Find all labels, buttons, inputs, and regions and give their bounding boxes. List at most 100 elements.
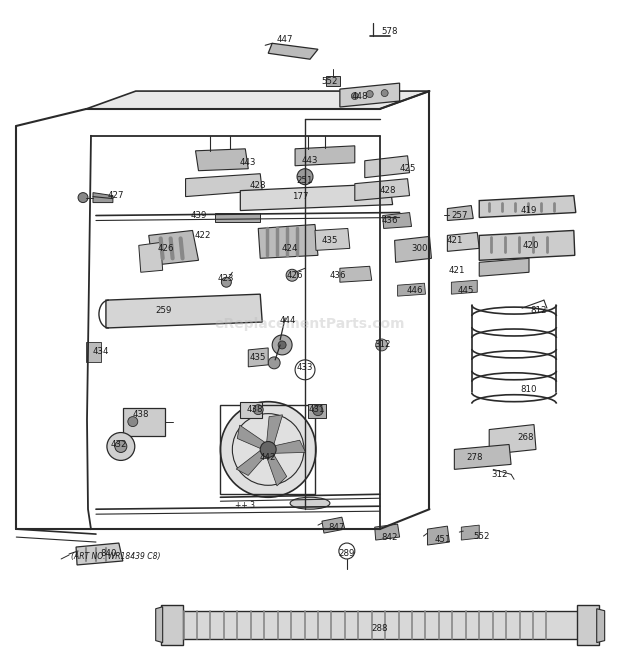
Text: 431: 431 xyxy=(309,405,326,414)
Text: 552: 552 xyxy=(322,77,338,86)
Ellipse shape xyxy=(290,497,330,509)
Text: 847: 847 xyxy=(329,523,345,531)
Text: 438: 438 xyxy=(247,405,264,414)
Polygon shape xyxy=(241,184,392,211)
Circle shape xyxy=(286,269,298,281)
Polygon shape xyxy=(86,91,430,109)
Text: 288: 288 xyxy=(371,624,388,633)
Polygon shape xyxy=(596,609,604,642)
Text: 421: 421 xyxy=(448,266,464,275)
Circle shape xyxy=(381,90,388,97)
Polygon shape xyxy=(374,524,400,540)
Polygon shape xyxy=(93,192,113,202)
Text: 435: 435 xyxy=(322,236,338,245)
Polygon shape xyxy=(237,425,265,448)
FancyBboxPatch shape xyxy=(123,408,165,436)
Polygon shape xyxy=(427,526,450,545)
Text: 443: 443 xyxy=(240,158,257,167)
Text: 443: 443 xyxy=(302,156,318,165)
Circle shape xyxy=(107,432,135,461)
Polygon shape xyxy=(461,525,479,540)
Circle shape xyxy=(376,339,388,351)
Polygon shape xyxy=(322,517,345,533)
Polygon shape xyxy=(479,231,575,260)
Circle shape xyxy=(313,406,323,416)
FancyBboxPatch shape xyxy=(308,404,326,418)
Text: 442: 442 xyxy=(260,453,277,462)
Polygon shape xyxy=(451,280,477,294)
Text: 257: 257 xyxy=(451,211,467,220)
Text: 420: 420 xyxy=(523,241,539,250)
Circle shape xyxy=(352,93,358,100)
Polygon shape xyxy=(340,83,400,107)
Text: 812: 812 xyxy=(531,305,547,315)
Polygon shape xyxy=(479,196,576,217)
Circle shape xyxy=(272,335,292,355)
Polygon shape xyxy=(489,424,536,455)
Text: 842: 842 xyxy=(381,533,398,541)
Text: 552: 552 xyxy=(473,531,489,541)
Text: 177: 177 xyxy=(292,192,308,201)
Circle shape xyxy=(366,91,373,98)
Text: 446: 446 xyxy=(406,286,423,295)
Circle shape xyxy=(115,440,127,452)
Polygon shape xyxy=(448,206,473,221)
Circle shape xyxy=(260,442,276,457)
Text: (ART NO. WR18439 C8): (ART NO. WR18439 C8) xyxy=(71,553,161,561)
Polygon shape xyxy=(340,266,372,282)
Text: 419: 419 xyxy=(521,206,537,215)
Polygon shape xyxy=(365,156,410,178)
Text: 444: 444 xyxy=(280,315,296,325)
Text: 268: 268 xyxy=(518,433,534,442)
Text: eReplacementParts.com: eReplacementParts.com xyxy=(215,317,405,331)
Circle shape xyxy=(253,405,264,414)
Polygon shape xyxy=(268,43,318,59)
FancyBboxPatch shape xyxy=(241,402,262,418)
Polygon shape xyxy=(315,229,350,251)
FancyBboxPatch shape xyxy=(326,76,340,86)
Text: 426: 426 xyxy=(287,271,303,280)
Text: 438: 438 xyxy=(133,410,149,419)
Text: 447: 447 xyxy=(277,35,293,44)
Polygon shape xyxy=(106,294,262,328)
Circle shape xyxy=(128,416,138,426)
Text: 448: 448 xyxy=(352,92,368,100)
Polygon shape xyxy=(383,213,412,229)
Text: 428: 428 xyxy=(250,181,267,190)
Text: 312: 312 xyxy=(374,340,391,350)
Polygon shape xyxy=(175,611,579,639)
Polygon shape xyxy=(139,243,162,272)
Text: 278: 278 xyxy=(466,453,482,462)
Polygon shape xyxy=(259,225,318,258)
Circle shape xyxy=(268,357,280,369)
Text: 312: 312 xyxy=(491,470,507,479)
Text: 432: 432 xyxy=(110,440,127,449)
Polygon shape xyxy=(479,258,529,276)
Text: 428: 428 xyxy=(379,186,396,195)
Polygon shape xyxy=(577,605,599,644)
Polygon shape xyxy=(149,231,198,265)
Circle shape xyxy=(220,402,316,497)
Text: 427: 427 xyxy=(108,191,124,200)
Polygon shape xyxy=(267,455,286,486)
Text: 425: 425 xyxy=(399,164,416,173)
Text: 578: 578 xyxy=(381,27,398,36)
Text: 426: 426 xyxy=(157,244,174,253)
Polygon shape xyxy=(267,415,283,444)
Polygon shape xyxy=(236,451,265,475)
Polygon shape xyxy=(161,605,182,644)
Text: 422: 422 xyxy=(194,231,211,240)
Polygon shape xyxy=(156,607,162,642)
Text: 435: 435 xyxy=(250,354,267,362)
Polygon shape xyxy=(394,237,432,262)
Text: 251: 251 xyxy=(297,176,313,185)
Text: 421: 421 xyxy=(446,236,463,245)
Circle shape xyxy=(78,192,88,202)
Text: 445: 445 xyxy=(458,286,474,295)
FancyBboxPatch shape xyxy=(86,342,101,362)
Text: 424: 424 xyxy=(282,244,298,253)
Text: 840: 840 xyxy=(100,549,117,559)
Text: 451: 451 xyxy=(434,535,451,543)
Text: 436: 436 xyxy=(381,216,398,225)
Text: 300: 300 xyxy=(411,244,428,253)
